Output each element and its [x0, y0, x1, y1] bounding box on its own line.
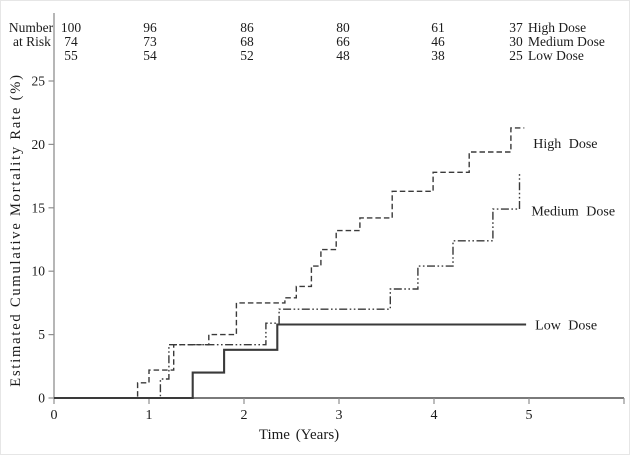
x-tick-label: 1: [146, 408, 153, 423]
risk-count-medium-dose-t2: 68: [240, 34, 254, 49]
x-tick-label: 0: [51, 408, 58, 423]
risk-count-high-dose-t0: 100: [61, 20, 82, 35]
x-tick-label: 5: [526, 408, 533, 423]
y-tick-label: 15: [32, 200, 46, 215]
curve-medium-dose: [54, 174, 523, 399]
x-axis: 0 1 2 3 4 5: [51, 397, 625, 423]
risk-count-low-dose-t0: 55: [64, 48, 78, 63]
risk-count-medium-dose-t0: 74: [64, 34, 78, 49]
risk-count-medium-dose-t1: 73: [143, 34, 157, 49]
number-at-risk-table: 100 96 86 80 61 37 High Dose 74 73 68 66 46 30 Medium…: [61, 20, 605, 63]
risk-count-high-dose-t2: 86: [240, 20, 254, 35]
x-tick-label: 2: [241, 408, 248, 423]
curve-high-dose: [54, 127, 525, 399]
series-curves: High Dose Medium Dose Low Dose: [54, 127, 615, 400]
y-tick-label: 10: [32, 264, 46, 279]
risk-row-label-low-dose: Low Dose: [528, 48, 584, 63]
x-axis-title: Time (Years): [259, 427, 339, 443]
series-label-low-dose: Low Dose: [535, 318, 597, 333]
x-tick-label: 4: [431, 408, 438, 423]
risk-count-low-dose-t2: 52: [240, 48, 254, 63]
series-label-high-dose: High Dose: [533, 137, 597, 152]
series-label-medium-dose: Medium Dose: [531, 204, 615, 219]
risk-count-low-dose-t1: 54: [143, 48, 157, 63]
risk-count-high-dose-t1: 96: [143, 20, 157, 35]
y-tick-label: 20: [32, 137, 46, 152]
risk-row-label-medium-dose: Medium Dose: [528, 34, 605, 49]
y-tick-label: 5: [38, 327, 45, 342]
risk-count-low-dose-t4: 38: [431, 48, 445, 63]
risk-count-medium-dose-t4: 46: [431, 34, 445, 49]
curve-low-dose: [54, 323, 527, 400]
risk-row-label-high-dose: High Dose: [528, 20, 586, 35]
risk-count-high-dose-t3: 80: [336, 20, 350, 35]
risk-count-medium-dose-t5: 30: [509, 34, 523, 49]
risk-count-low-dose-t5: 25: [509, 48, 523, 63]
y-tick-label: 0: [38, 391, 45, 406]
risk-table-header-line1: Number: [9, 20, 54, 35]
risk-table-header-line2: at Risk: [13, 34, 51, 49]
y-axis: 0 5 10 15 20 25: [32, 13, 55, 406]
x-tick-label: 3: [336, 408, 343, 423]
risk-count-low-dose-t3: 48: [336, 48, 350, 63]
risk-count-medium-dose-t3: 66: [336, 34, 350, 49]
y-tick-label: 25: [32, 74, 46, 89]
risk-count-high-dose-t5: 37: [509, 20, 523, 35]
risk-count-high-dose-t4: 61: [431, 20, 445, 35]
y-axis-title: Estimated Cumulative Mortality Rate (%): [8, 73, 24, 386]
